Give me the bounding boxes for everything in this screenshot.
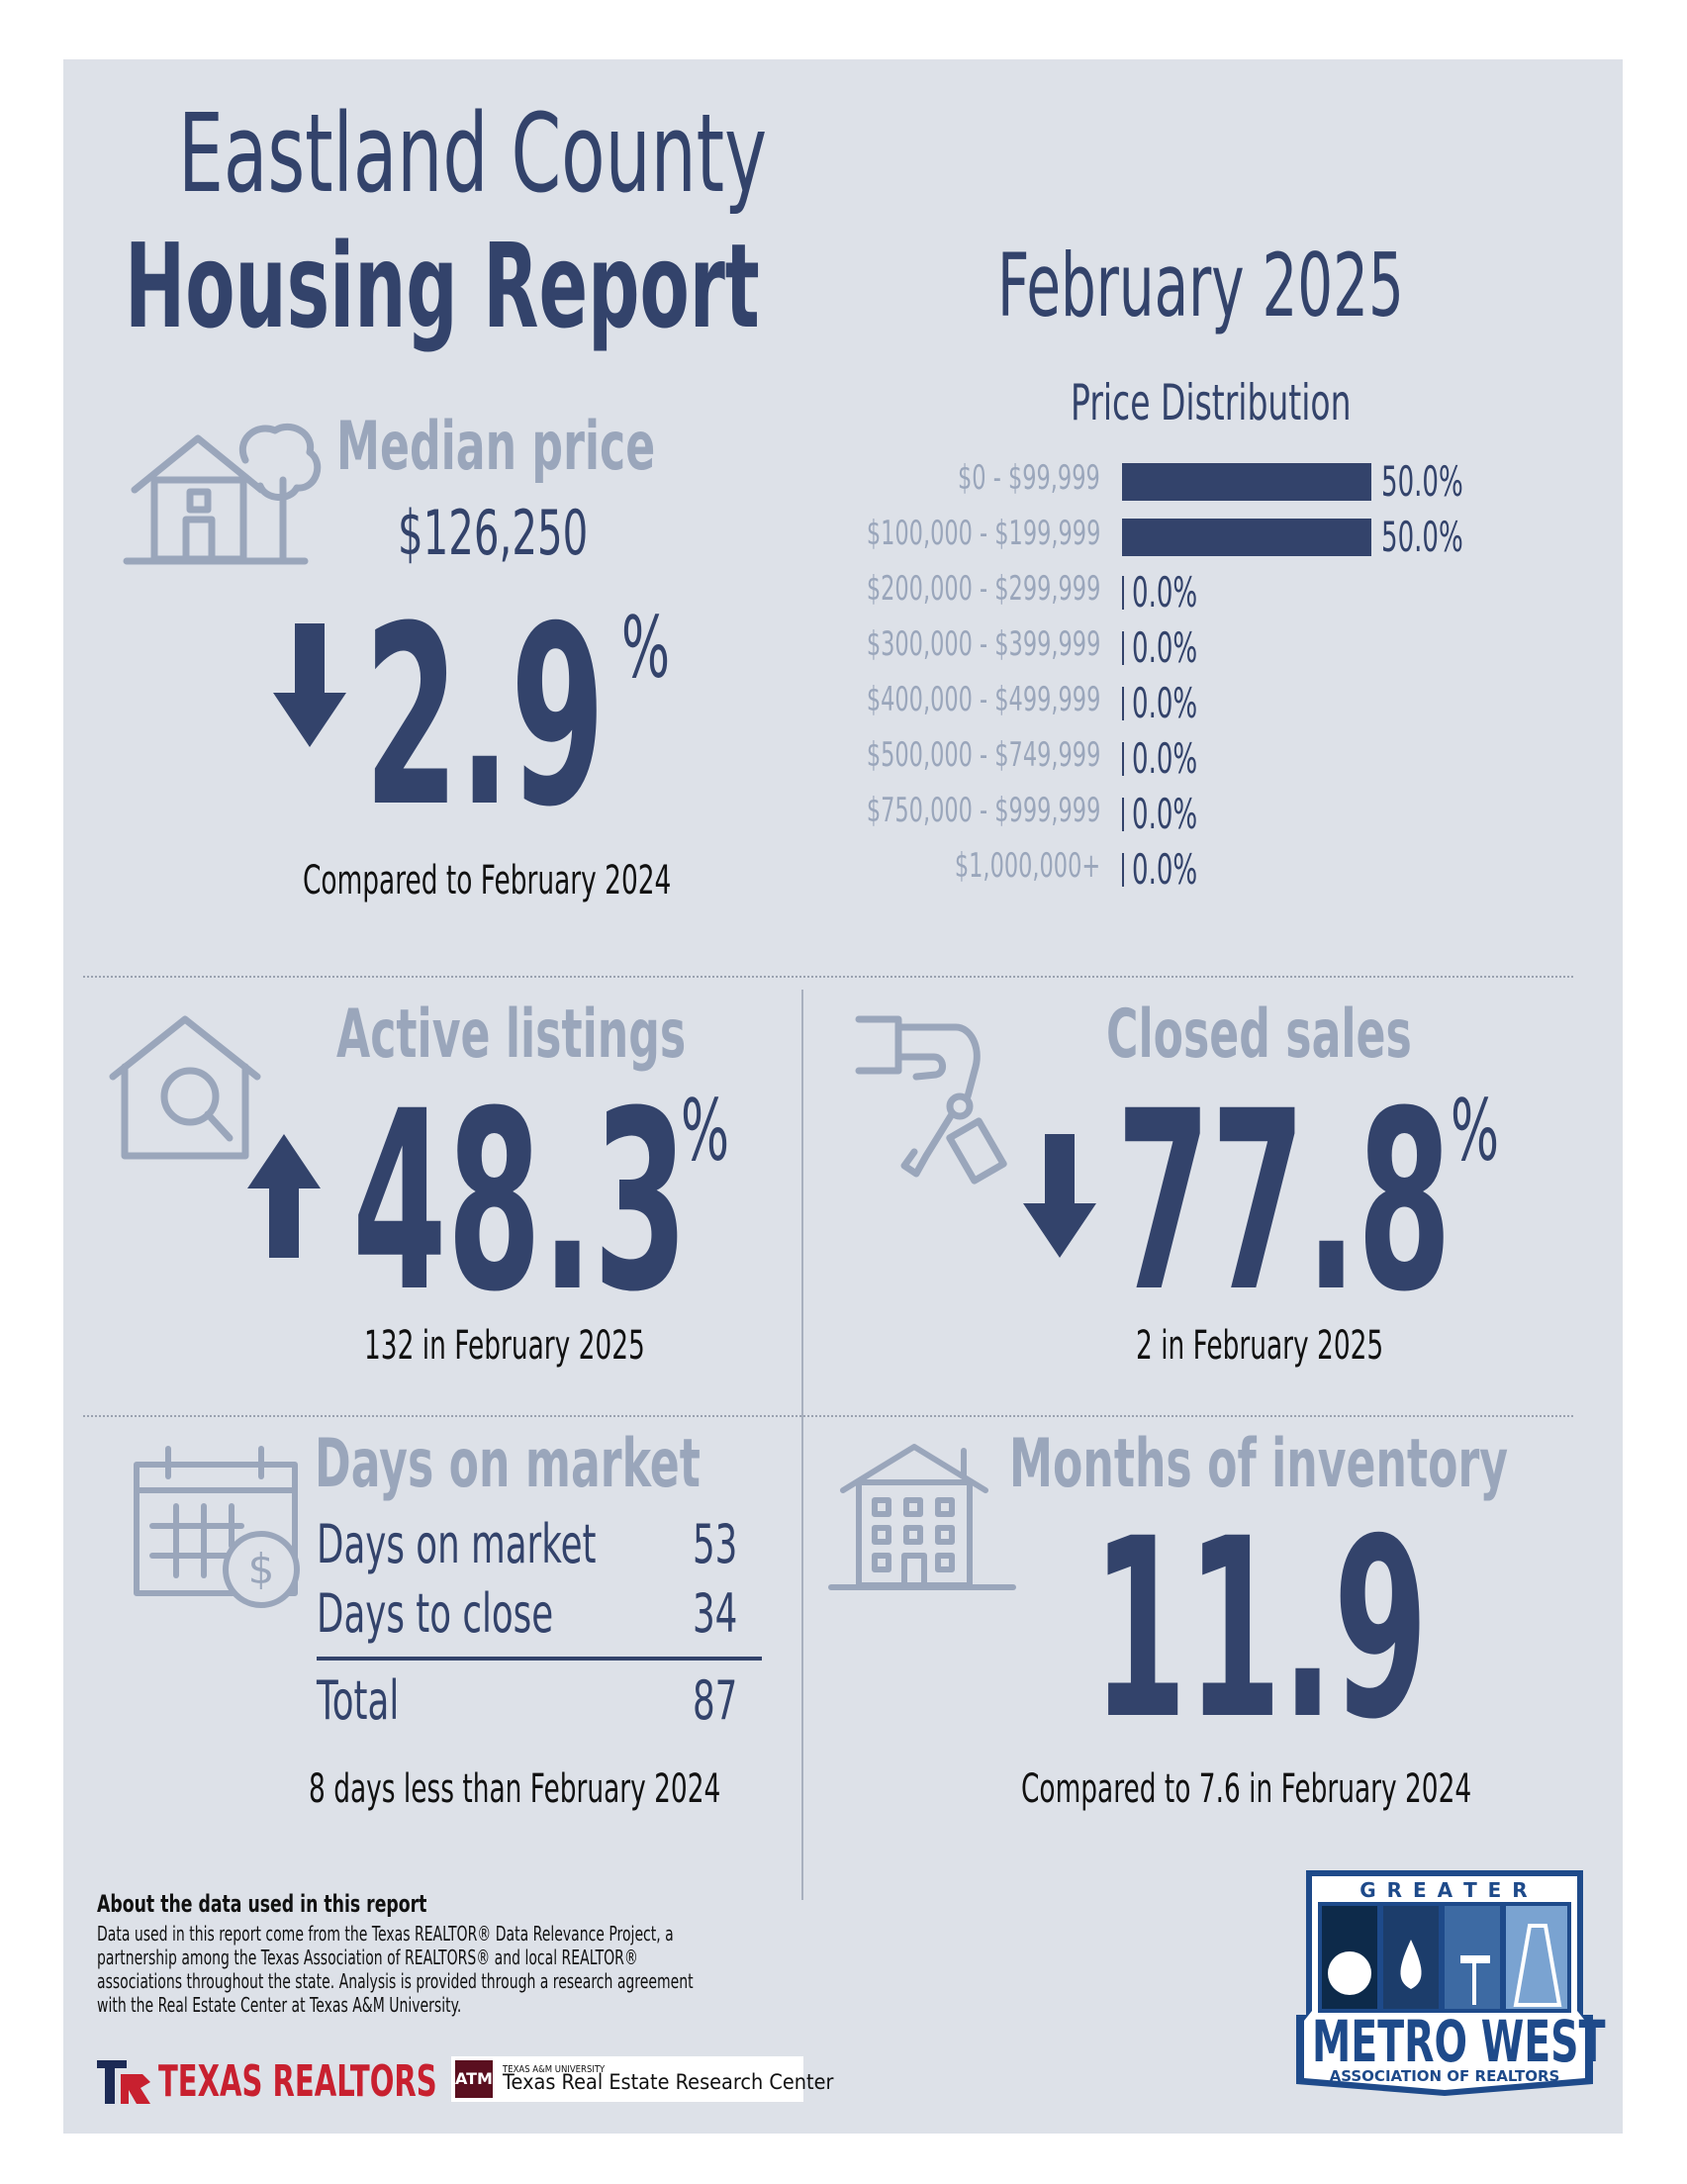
price-range-label: $500,000 - $749,999: [866, 735, 1100, 775]
arrow-up-icon: [247, 1134, 321, 1258]
price-bar-value: 0.0%: [1132, 679, 1198, 727]
dom-row-value-0: 53: [693, 1513, 738, 1575]
months-inventory-label: Months of inventory: [1009, 1425, 1509, 1503]
price-range-label: $300,000 - $399,999: [866, 624, 1100, 664]
county-title: Eastland County: [178, 90, 768, 217]
dom-row-name-0: Days on market: [317, 1513, 597, 1575]
dom-total-rule: [317, 1657, 762, 1661]
closed-sales-detail: 2 in February 2025: [1136, 1323, 1384, 1369]
divider-middle: [83, 1415, 1573, 1417]
median-price-change: 2.9: [364, 573, 606, 861]
texas-realtors-wordmark: TEXAS REALTORS: [158, 2056, 437, 2107]
median-price-label: Median price: [336, 408, 656, 486]
dom-total-value: 87: [693, 1669, 738, 1732]
price-bar: [1122, 519, 1371, 556]
price-range-label: $1,000,000+: [954, 846, 1100, 886]
dom-comparison: 8 days less than February 2024: [309, 1766, 721, 1812]
house-tree-icon: [123, 423, 322, 565]
dom-row-name-1: Days to close: [317, 1582, 554, 1645]
divider-top: [83, 976, 1573, 978]
report-period: February 2025: [997, 235, 1404, 336]
price-bar: [1122, 798, 1124, 831]
dom-total-label: Total: [317, 1669, 400, 1732]
price-bar-value: 0.0%: [1132, 845, 1198, 894]
tamu-mark-icon: ATM: [455, 2060, 493, 2098]
divider-vertical: [801, 990, 803, 1900]
arrow-down-icon: [1023, 1134, 1096, 1258]
about-text-line-3: associations throughout the state. Analy…: [97, 1969, 694, 1993]
hand-keys-icon: [855, 1015, 1007, 1185]
price-range-label: $100,000 - $199,999: [866, 514, 1100, 553]
price-range-label: $200,000 - $299,999: [866, 569, 1100, 609]
price-range-label: $750,000 - $999,999: [866, 791, 1100, 830]
metro-west-logo: G R E A T E R METRO WEST ASSOCIATION OF …: [1296, 1866, 1606, 2098]
price-bar: [1122, 742, 1124, 776]
house-search-icon: [109, 1015, 261, 1160]
dom-row-value-1: 34: [693, 1582, 738, 1645]
active-listings-unit: %: [681, 1082, 730, 1181]
median-price-unit: %: [621, 599, 671, 698]
about-text-line-1: Data used in this report come from the T…: [97, 1922, 674, 1946]
price-range-label: $400,000 - $499,999: [866, 680, 1100, 719]
active-listings-detail: 132 in February 2025: [364, 1323, 645, 1369]
logo-greater-text: G R E A T E R: [1359, 1878, 1530, 1902]
days-on-market-label: Days on market: [315, 1425, 701, 1503]
price-bar: [1122, 687, 1124, 720]
about-text-line-4: with the Real Estate Center at Texas A&M…: [97, 1993, 462, 2017]
active-listings-label: Active listings: [336, 996, 687, 1074]
price-bar: [1122, 463, 1371, 501]
price-distribution-title: Price Distribution: [1071, 374, 1352, 431]
price-bar-value: 0.0%: [1132, 734, 1198, 783]
tamu-center-text: Texas Real Estate Research Center: [503, 2070, 834, 2094]
tamu-logo: [451, 2056, 803, 2102]
price-bar-value: 0.0%: [1132, 568, 1198, 617]
closed-sales-change: 77.8: [1116, 1058, 1453, 1346]
months-inventory-value: 11.9: [1092, 1485, 1429, 1773]
tamu-university-text: TEXAS A&M UNIVERSITY: [503, 2064, 606, 2075]
price-bar-value: 50.0%: [1381, 513, 1463, 561]
arrow-down-icon: [273, 623, 346, 747]
logo-sub-text: ASSOCIATION OF REALTORS: [1329, 2067, 1560, 2085]
active-listings-change: 48.3: [352, 1058, 689, 1346]
price-bar: [1122, 853, 1124, 887]
logo-main-text: METRO WEST: [1312, 2008, 1606, 2075]
months-inventory-comparison: Compared to 7.6 in February 2024: [1021, 1766, 1472, 1812]
price-bar-value: 50.0%: [1381, 457, 1463, 506]
price-range-label: $0 - $99,999: [958, 458, 1100, 498]
price-bar: [1122, 576, 1124, 610]
calendar-dollar-icon: $: [134, 1446, 300, 1608]
report-panel: [63, 59, 1623, 2134]
about-title: About the data used in this report: [97, 1890, 427, 1918]
closed-sales-label: Closed sales: [1106, 996, 1412, 1074]
price-bar-value: 0.0%: [1132, 790, 1198, 838]
median-price-value: $126,250: [398, 497, 589, 569]
median-price-comparison: Compared to February 2024: [303, 858, 672, 903]
report-title: Housing Report: [125, 218, 760, 354]
svg-text:$: $: [248, 1545, 275, 1593]
about-text-line-2: partnership among the Texas Association …: [97, 1946, 638, 1969]
closed-sales-unit: %: [1451, 1082, 1500, 1181]
texas-realtors-logo-icon: [97, 2060, 150, 2104]
price-bar-value: 0.0%: [1132, 623, 1198, 672]
price-bar: [1122, 631, 1124, 665]
apartment-building-icon: [828, 1444, 1016, 1590]
